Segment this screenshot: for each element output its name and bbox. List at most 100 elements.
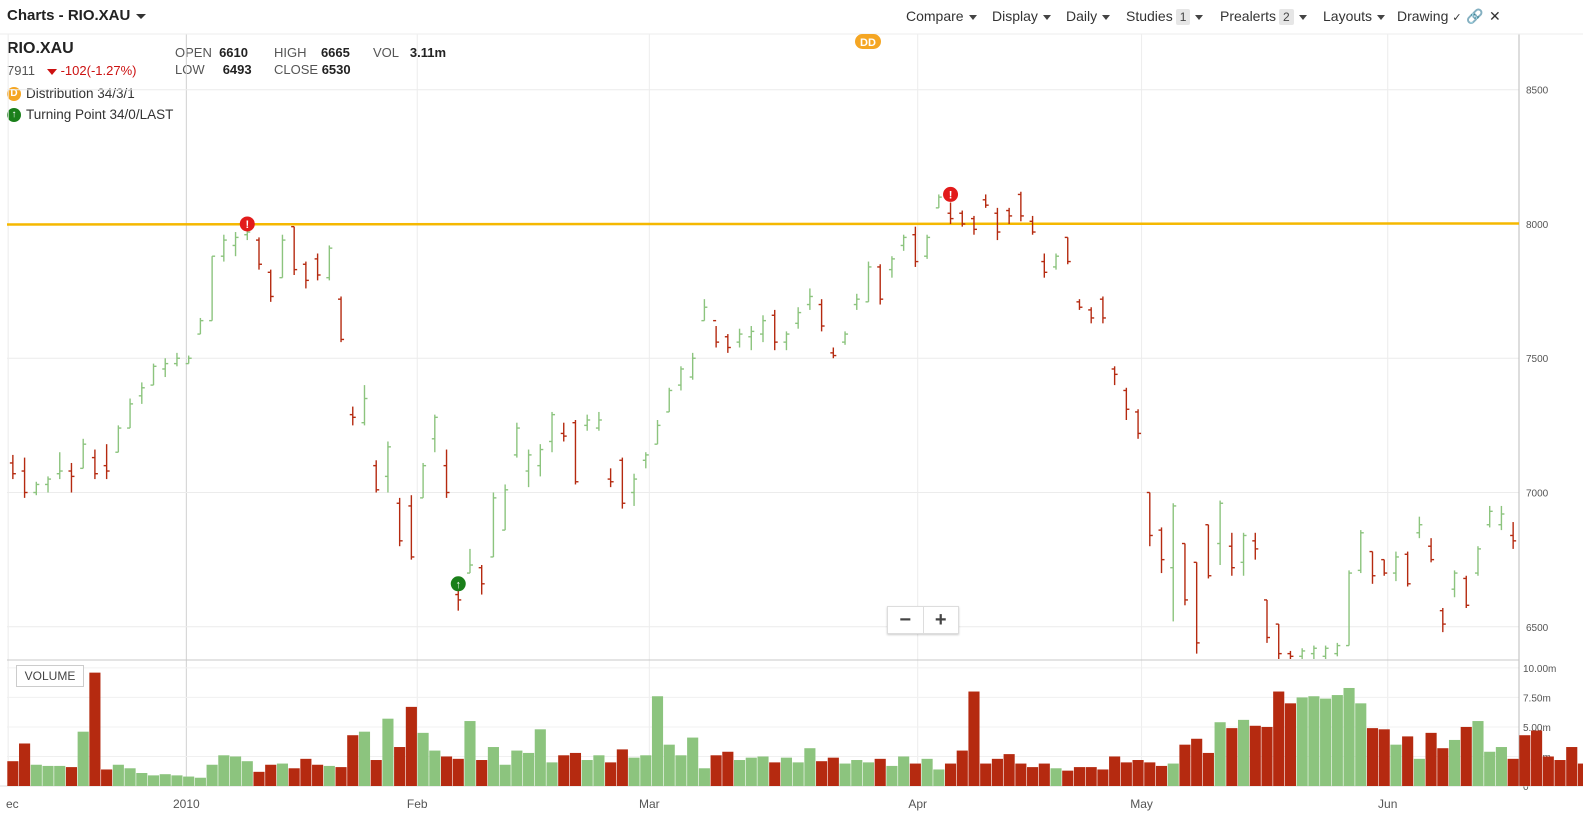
chevron-down-icon <box>1102 14 1111 20</box>
down-arrow-icon <box>46 68 57 75</box>
chevron-down-icon <box>1042 14 1051 20</box>
zoom-in-button[interactable]: + <box>934 608 947 631</box>
ohlc-bar <box>572 420 579 485</box>
ohlc-bar <box>338 296 345 343</box>
x-tick-label: 2010 <box>173 797 200 811</box>
display-menu[interactable]: Display <box>992 8 1051 24</box>
ohlc-bar <box>185 355 192 365</box>
volume-bar <box>1460 726 1472 786</box>
volume-bar <box>124 768 136 786</box>
study-turning-point[interactable]: ↑ Turning Point 34/0/LAST <box>7 107 173 122</box>
price-tick-label: 8000 <box>1526 220 1549 231</box>
ohlc-bar <box>748 326 755 351</box>
studies-menu[interactable]: Studies 1 <box>1126 8 1204 25</box>
ohlc-bar <box>490 492 497 558</box>
volume-bar <box>1355 703 1367 786</box>
volume-bar <box>218 755 230 786</box>
chart-title-dropdown[interactable]: Charts - RIO.XAU <box>7 7 147 24</box>
volume-bar <box>382 718 394 786</box>
volume-bar <box>452 758 464 786</box>
chart-title: Charts - RIO.XAU <box>7 7 131 24</box>
volume-bar <box>1577 763 1583 786</box>
volume-bar <box>1472 721 1484 786</box>
ohlc-bar <box>138 382 145 404</box>
prealerts-menu[interactable]: Prealerts 2 <box>1220 8 1307 25</box>
volume-tick-label: 7.50m <box>1523 693 1551 704</box>
ohlc-bar <box>818 299 825 332</box>
volume-bar <box>581 760 593 786</box>
volume-bar <box>980 763 992 786</box>
close-icon[interactable]: ✕ <box>1489 8 1501 24</box>
study-label: Turning Point 34/0/LAST <box>26 107 174 122</box>
volume-bar <box>440 756 453 786</box>
volume-bar <box>1085 767 1097 786</box>
price-tick-label: 8500 <box>1526 86 1549 97</box>
ohlc-bar <box>1334 642 1341 657</box>
ohlc-bar <box>1357 530 1364 574</box>
drawing-menu[interactable]: Drawing ✓ <box>1397 8 1462 24</box>
x-tick-label: ec <box>6 797 19 811</box>
volume-bar <box>159 774 171 786</box>
volume-panel-label[interactable]: VOLUME <box>16 665 84 687</box>
chevron-down-icon <box>1377 14 1386 20</box>
volume-bar <box>136 773 148 786</box>
volume-bar <box>968 691 980 786</box>
volume-bar <box>733 760 746 786</box>
volume-bar <box>358 731 371 786</box>
ohlc-bar <box>1193 561 1200 654</box>
ohlc-bar <box>1217 500 1224 566</box>
volume-bar <box>558 755 570 786</box>
layouts-menu[interactable]: Layouts <box>1323 8 1386 24</box>
volume-bar <box>898 756 910 786</box>
volume-bar <box>886 765 898 786</box>
interval-menu[interactable]: Daily <box>1066 8 1111 24</box>
volume-bar <box>874 758 886 786</box>
ohlc-bar <box>607 468 614 488</box>
volume-bar <box>1378 729 1390 786</box>
ohlc-bar <box>197 317 204 335</box>
volume-bar <box>792 762 804 786</box>
ohlc-bar <box>689 352 696 380</box>
x-tick-label: Jun <box>1378 797 1397 811</box>
turning-point-marker-icon-circle <box>450 576 466 592</box>
ohlc-bar <box>1240 532 1247 576</box>
volume-bar <box>640 755 652 786</box>
compare-menu[interactable]: Compare <box>906 8 977 24</box>
volume-bar <box>804 748 816 786</box>
volume-bar <box>816 761 828 786</box>
volume-bar <box>476 760 488 786</box>
price-change: -102(-1.27%) <box>46 63 136 78</box>
volume-bar <box>1542 756 1554 786</box>
volume-bar <box>1003 754 1015 786</box>
ohlc-bar <box>349 406 356 426</box>
ohlc-bar <box>396 497 403 547</box>
volume-bar <box>1237 719 1250 786</box>
symbol-name: RIO.XAU <box>7 40 74 57</box>
volume-bar <box>675 755 687 786</box>
volume-bar <box>1027 767 1039 786</box>
volume-bar <box>511 750 523 786</box>
volume-bar <box>171 775 183 786</box>
volume-bar <box>77 731 89 786</box>
volume-bar <box>839 763 851 786</box>
ohlc-bar <box>724 334 731 353</box>
zoom-out-button[interactable]: − <box>888 607 924 633</box>
volume-bar <box>194 777 206 786</box>
volume-bar <box>909 763 921 786</box>
ohlc-bar <box>1486 505 1493 528</box>
volume-bar <box>1331 695 1343 786</box>
ohlc-bar <box>420 462 427 499</box>
ohlc-bar <box>1287 650 1294 659</box>
volume-bar <box>862 762 875 786</box>
volume-bar <box>42 765 54 786</box>
ohlc-bar <box>1170 503 1177 622</box>
ohlc-bar <box>760 315 766 343</box>
ohlc-bar <box>1264 599 1270 643</box>
volume-bar <box>769 762 781 786</box>
chevron-down-icon <box>136 13 147 19</box>
link-icon[interactable]: 🔗 <box>1466 8 1484 24</box>
volume-bar <box>1566 747 1578 786</box>
volume-bar <box>523 752 535 786</box>
ohlc-bar <box>513 422 520 458</box>
